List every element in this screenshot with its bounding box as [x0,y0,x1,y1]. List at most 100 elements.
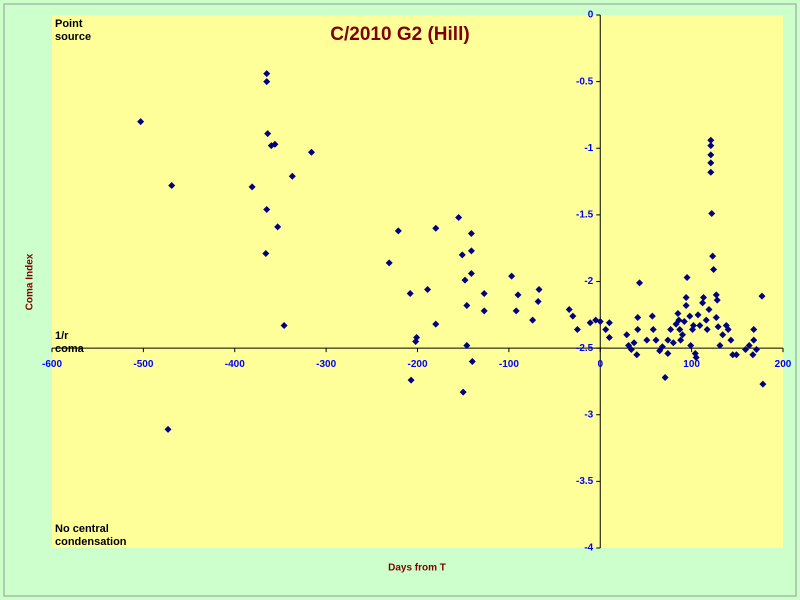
data-point [712,291,720,299]
data-point [686,312,694,320]
data-point [664,336,672,344]
annotation: 1/r coma [55,330,84,355]
data-point [406,289,414,297]
data-point [667,325,675,333]
data-point [529,316,537,324]
data-point [512,307,520,315]
data-point [678,331,686,339]
data-point [480,307,488,315]
data-point [682,293,690,301]
data-point [634,313,642,321]
data-point [729,351,737,359]
data-point [712,313,720,321]
data-point [677,336,685,344]
data-point [605,319,613,327]
data-point [385,259,393,267]
data-point [424,285,432,293]
data-point [643,336,651,344]
data-point [716,341,724,349]
y-tick-label: -1 [584,143,593,154]
x-tick-label: -400 [225,359,245,370]
data-point [759,380,767,388]
data-point [569,312,577,320]
data-point [634,325,642,333]
data-point [263,206,271,214]
x-tick-label: -500 [133,359,153,370]
data-point [707,142,715,150]
y-tick-label: -3.5 [576,476,594,487]
data-point [727,336,735,344]
data-point [682,301,690,309]
data-point [707,136,715,144]
data-point [280,321,288,329]
data-point [535,285,543,293]
y-axis-title: Coma Index [25,253,36,310]
data-point [467,247,475,255]
data-point [750,325,758,333]
data-point [648,312,656,320]
data-point [394,227,402,235]
data-point [413,333,421,341]
data-point [168,182,176,190]
data-point [633,351,641,359]
data-point [467,230,475,238]
data-point [271,140,279,148]
data-point [602,325,610,333]
data-point [700,293,708,301]
data-point [707,151,715,159]
data-point [627,345,635,353]
data-point [699,299,707,307]
data-point [724,325,732,333]
data-point [596,317,604,325]
data-point [262,250,270,258]
data-point [732,351,740,359]
y-tick-label: -1.5 [576,210,594,221]
data-point [463,301,471,309]
data-point [263,78,271,86]
data-point [692,353,700,361]
data-point [710,266,718,274]
annotation: Point source [55,18,92,43]
data-point [709,252,717,260]
data-point [288,172,296,180]
data-point [586,319,594,327]
x-tick-label: -100 [499,359,519,370]
y-tick-label: 0 [588,10,594,21]
data-point [308,148,316,156]
data-point [137,118,145,126]
x-tick-label: -300 [316,359,336,370]
data-point [683,274,691,282]
y-tick-label: -0.5 [576,76,594,87]
data-point [630,339,638,347]
data-point [461,276,469,284]
data-point [708,210,716,218]
data-point [658,343,666,351]
data-point [749,351,757,359]
data-point [676,325,684,333]
data-point [573,325,581,333]
plot-area [52,15,783,548]
data-point [707,159,715,167]
data-point [455,214,463,222]
data-point [467,270,475,278]
x-tick-label: 100 [683,359,700,370]
data-point [458,251,466,259]
data-point [753,345,761,353]
x-tick-label: -600 [42,359,62,370]
chart-title: C/2010 G2 (Hill) [330,24,469,45]
x-tick-label: 0 [597,359,603,370]
data-point [652,336,660,344]
data-point [758,292,766,300]
data-point [745,341,753,349]
data-point [534,297,542,305]
data-point [674,309,682,317]
data-point [694,311,702,319]
data-point [742,345,750,353]
data-point [432,224,440,232]
x-tick-label: -200 [407,359,427,370]
data-point [264,130,272,138]
x-axis-title: Days from T [388,563,446,574]
data-point [669,339,677,347]
